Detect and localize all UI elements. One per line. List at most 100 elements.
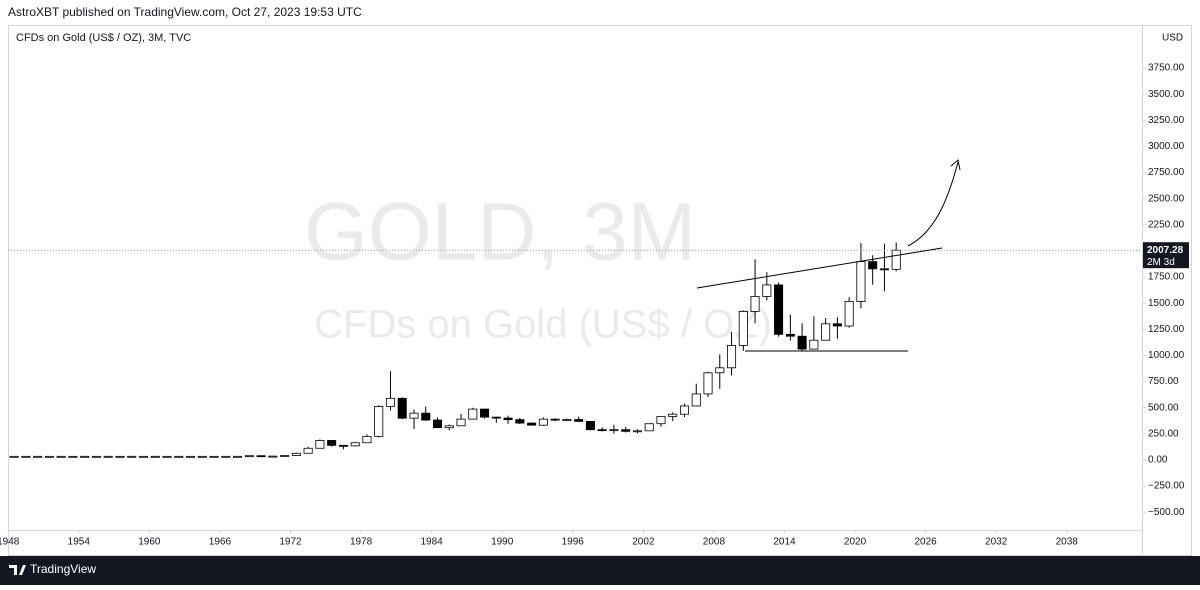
candle-body <box>233 455 243 458</box>
candle-body <box>432 419 443 429</box>
candle-body <box>632 430 642 433</box>
candle-body <box>374 406 384 437</box>
candle-body <box>679 405 690 415</box>
y-tick-label: 2500.00 <box>1148 193 1185 204</box>
candle-body <box>821 323 831 341</box>
candle-body <box>44 455 54 458</box>
candle-body <box>138 455 149 458</box>
y-tick-label: 2750.00 <box>1148 167 1185 178</box>
watermark: CFDs on Gold (US$ / OZ) <box>314 303 772 347</box>
x-tick-label: 2008 <box>703 537 726 548</box>
candle-body <box>444 425 454 429</box>
y-tick-label: 2250.00 <box>1148 219 1185 230</box>
candle-body <box>609 429 619 432</box>
y-tick-label: 1500.00 <box>1148 298 1185 309</box>
candle-body <box>280 455 290 457</box>
candle-body <box>762 284 772 297</box>
candle-body <box>174 455 184 458</box>
x-tick-label: 2026 <box>914 537 937 548</box>
candle-body <box>656 416 666 425</box>
candle-body <box>303 447 313 454</box>
candle-body <box>503 417 513 421</box>
candle-body <box>562 419 572 421</box>
candle-body <box>856 261 866 302</box>
plot: −500.00 −250.00 0.00 250.00 500.00 750.00 1000… <box>0 63 1189 548</box>
candle-body <box>127 455 137 458</box>
candle-body <box>256 455 266 458</box>
y-tick-label: 750.00 <box>1148 376 1179 387</box>
candle-body <box>209 455 219 458</box>
y-tick-label: 1750.00 <box>1148 272 1185 283</box>
candle-body <box>891 249 901 270</box>
candle-body <box>33 455 43 458</box>
candle-body <box>574 419 584 422</box>
candle-body <box>397 397 407 419</box>
x-tick-label: 2014 <box>773 537 796 548</box>
countdown: 2M 3d <box>1147 257 1175 268</box>
x-tick-label: 1990 <box>491 537 514 548</box>
candle-body <box>844 301 854 327</box>
candle-body <box>80 455 90 458</box>
y-tick-label: −500.00 <box>1148 507 1185 518</box>
candle-body <box>644 423 654 432</box>
candle-body <box>691 393 701 407</box>
candle-body <box>350 442 360 447</box>
candle-body <box>291 452 301 456</box>
candle-body <box>550 418 560 421</box>
candle-body <box>585 421 595 431</box>
candle-body <box>162 455 172 458</box>
y-tick-label: 3500.00 <box>1148 89 1185 100</box>
arrow <box>907 159 961 247</box>
candle-body <box>868 261 878 270</box>
last-price: 2007.28 <box>1147 245 1184 256</box>
x-tick-label: 2020 <box>844 537 867 548</box>
candle-body <box>150 455 160 458</box>
candle-body <box>785 333 795 337</box>
candle-body <box>750 296 760 312</box>
candle-body <box>268 455 278 458</box>
y-tick-label: 1250.00 <box>1148 324 1185 335</box>
candle-body <box>774 284 784 335</box>
candle-body <box>727 345 737 369</box>
candle-body <box>879 268 889 271</box>
candle-body <box>338 444 348 447</box>
x-tick-label: 1948 <box>0 537 20 548</box>
x-tick-label: 2038 <box>1056 537 1079 548</box>
candle-body <box>515 419 525 424</box>
candle-body <box>21 455 31 458</box>
frame <box>8 25 1192 556</box>
x-tick-label: 1972 <box>279 537 302 548</box>
x-tick-label: 1984 <box>421 537 444 548</box>
candle-body <box>703 372 713 395</box>
price-tag <box>1143 242 1189 269</box>
x-tick-label: 1960 <box>138 537 161 548</box>
candle-body <box>327 440 337 446</box>
candle-body <box>797 335 807 350</box>
y-tick-label: −250.00 <box>1148 481 1185 492</box>
candle-body <box>68 455 78 458</box>
candle-body <box>715 367 725 374</box>
candle-body <box>468 408 478 420</box>
x-tick-label: 1978 <box>350 537 373 548</box>
candle-body <box>738 311 748 346</box>
candle-body <box>197 455 207 458</box>
candle-body <box>809 339 819 350</box>
y-tick-label: 250.00 <box>1148 428 1179 439</box>
candle-body <box>315 440 325 449</box>
candle-body <box>621 429 631 432</box>
logo <box>9 565 26 575</box>
y-tick-label: 3000.00 <box>1148 141 1185 152</box>
candle-body <box>186 455 196 458</box>
candle-body <box>385 397 395 407</box>
footer <box>0 556 1200 585</box>
brand: TradingView <box>30 562 96 576</box>
y-tick-label: 3250.00 <box>1148 115 1185 126</box>
candle-body <box>668 413 678 417</box>
x-tick-label: 1966 <box>209 537 232 548</box>
chart-title: CFDs on Gold (US$ / OZ), 3M, TVC <box>16 32 191 44</box>
candle-body <box>491 416 501 419</box>
x-tick-label: 2002 <box>632 537 655 548</box>
